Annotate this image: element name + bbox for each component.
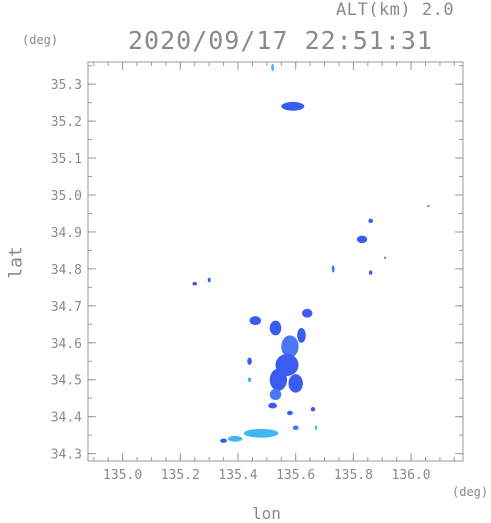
echo-cell [192,281,198,286]
x-tick-label: 135.8 [334,468,373,483]
echo-cell [297,328,306,343]
echo-cell [314,425,318,430]
echo-layer [192,63,430,443]
echo-cell [292,425,299,430]
x-tick-label: 136.0 [392,468,431,483]
echo-cell [227,435,243,442]
timestamp-title: 2020/09/17 22:51:31 [128,26,433,55]
echo-cell [207,277,211,283]
echo-cell [331,265,335,273]
echo-cell [269,368,288,391]
echo-cell [287,410,293,416]
y-axis-unit: (deg) [22,33,59,47]
echo-cell [368,270,373,275]
y-tick-label: 34.9 [51,226,82,241]
echo-cell [249,316,262,326]
x-axis-title: lon [252,504,281,523]
y-tick-label: 35.1 [51,152,82,167]
map-frame [87,61,464,462]
x-tick-label: 135.2 [161,468,200,483]
echo-cell [269,388,282,401]
x-tick-label: 135.4 [218,468,257,483]
echo-cell [243,428,279,438]
echo-cell [356,235,368,244]
echo-cell [427,205,430,208]
y-tick-label: 35.3 [51,78,82,93]
y-tick-label: 34.4 [51,411,82,426]
x-axis-unit: (deg) [452,485,489,499]
y-tick-label: 34.7 [51,300,82,315]
axis-ticks: 135.0 135.2 135.4 135.6 135.8 136.0 34.3 34.4 34… [51,62,463,483]
y-tick-label: 34.3 [51,448,82,463]
y-tick-label: 35.0 [51,189,82,204]
echo-cell [220,438,228,443]
echo-cell [269,320,282,336]
y-tick-label: 35.2 [51,115,82,130]
echo-cell [247,377,252,382]
altitude-label: ALT(km) 2.0 [336,0,455,20]
echo-cell [368,218,374,224]
echo-cell [302,308,313,318]
echo-cell [247,357,252,365]
echo-cell [268,402,277,409]
echo-cell [271,63,275,72]
echo-cell [310,407,316,412]
echo-cell [281,335,299,358]
y-tick-label: 34.8 [51,263,82,278]
y-tick-label: 34.6 [51,337,82,352]
x-tick-label: 135.0 [103,468,142,483]
y-tick-label: 34.5 [51,374,82,389]
echo-cell [288,374,303,393]
x-tick-label: 135.6 [276,468,315,483]
echo-cell [384,256,387,259]
echo-cell [281,101,305,111]
